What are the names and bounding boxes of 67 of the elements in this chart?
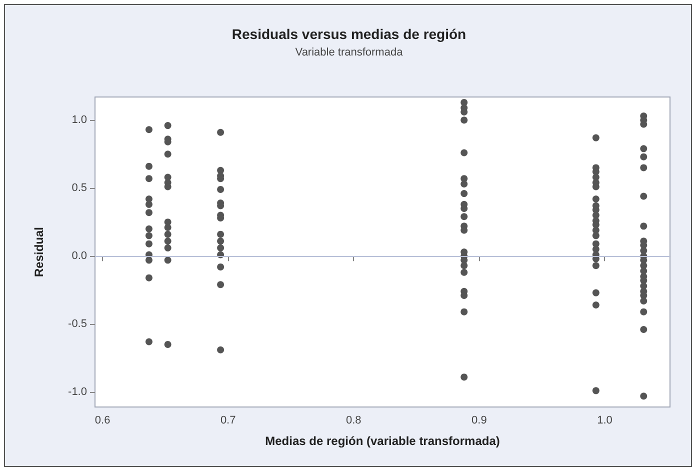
point <box>460 213 468 220</box>
y-tick-label: 1.0 <box>72 114 87 126</box>
y-tick-label: -1.0 <box>68 386 87 398</box>
point <box>640 153 648 160</box>
point <box>592 232 600 240</box>
point <box>164 256 172 264</box>
point <box>145 175 152 182</box>
point <box>592 262 600 270</box>
point <box>164 340 172 348</box>
point <box>217 244 224 252</box>
point <box>640 222 648 230</box>
y-tick-label: 0.5 <box>72 182 87 194</box>
point <box>164 230 172 238</box>
point <box>460 374 468 381</box>
point <box>592 387 600 394</box>
point <box>145 225 152 232</box>
point <box>460 308 468 316</box>
point <box>460 190 468 198</box>
point <box>217 346 224 354</box>
x-tick-label: 0.8 <box>346 414 362 426</box>
point <box>164 122 172 130</box>
x-tick-label: 0.9 <box>472 414 487 426</box>
point <box>145 162 152 170</box>
point <box>460 262 468 270</box>
point <box>217 186 224 193</box>
point <box>460 180 468 188</box>
point <box>217 230 224 238</box>
point <box>145 240 152 248</box>
x-tick-label: 0.6 <box>94 414 110 426</box>
point <box>145 232 152 240</box>
x-tick-label: 1.0 <box>597 414 612 426</box>
point <box>640 297 648 304</box>
point <box>164 224 172 232</box>
point <box>460 292 468 300</box>
point <box>640 308 648 316</box>
point <box>640 164 648 172</box>
point <box>592 289 600 296</box>
point <box>460 149 468 156</box>
x-axis-title: Medias de región (variable transformada) <box>265 434 500 448</box>
point <box>460 116 468 124</box>
y-tick-label: -0.5 <box>68 318 87 330</box>
point <box>460 268 468 276</box>
point <box>640 326 648 333</box>
point <box>640 145 648 152</box>
chart-subtitle: Variable transformada <box>295 46 404 58</box>
point <box>164 238 172 245</box>
point <box>217 128 224 136</box>
point <box>640 192 648 200</box>
point <box>592 195 600 202</box>
point <box>592 134 600 142</box>
point <box>145 126 152 134</box>
point <box>145 209 152 216</box>
point <box>640 392 648 400</box>
point <box>145 256 152 264</box>
point <box>164 244 172 252</box>
x-tick-label: 0.7 <box>220 414 236 426</box>
point <box>217 263 224 270</box>
point <box>145 200 152 208</box>
point <box>145 274 152 282</box>
chart-title: Residuals versus medias de región <box>232 26 466 42</box>
point <box>217 281 224 288</box>
point <box>217 238 224 245</box>
point <box>592 302 600 309</box>
point <box>164 150 172 158</box>
y-tick-label: 0.0 <box>72 250 87 262</box>
y-axis-title: Residual <box>32 226 46 278</box>
point <box>145 338 152 346</box>
